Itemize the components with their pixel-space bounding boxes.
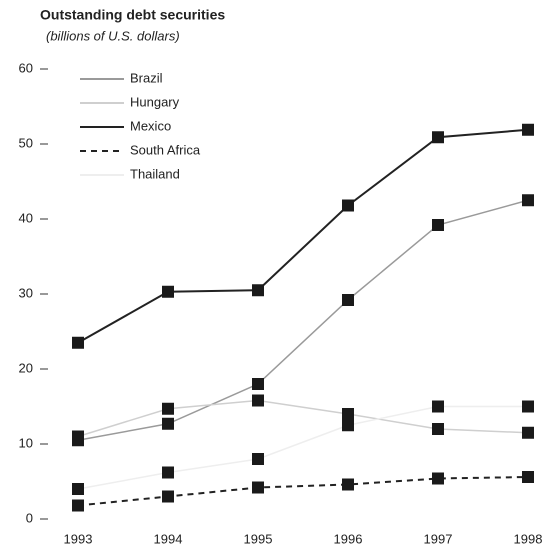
marker — [432, 131, 444, 144]
chart-title: Outstanding debt securities — [40, 7, 225, 23]
marker — [342, 478, 354, 491]
series-line — [77, 476, 529, 507]
marker — [252, 284, 264, 297]
marker — [342, 199, 354, 212]
marker — [252, 378, 264, 390]
y-tick-label: 0 — [26, 510, 33, 525]
marker — [162, 285, 174, 298]
x-tick-label: 1997 — [424, 531, 453, 546]
marker — [252, 394, 264, 407]
marker — [522, 400, 534, 413]
series-line — [77, 199, 529, 441]
marker — [342, 419, 354, 432]
y-tick-label: 60 — [19, 60, 33, 75]
marker — [252, 453, 264, 465]
legend-label: Hungary — [130, 94, 180, 109]
series-line — [77, 128, 529, 344]
marker — [72, 430, 84, 443]
marker — [432, 400, 444, 413]
x-tick-label: 1996 — [334, 531, 363, 546]
x-tick-label: 1998 — [514, 531, 543, 546]
marker — [162, 490, 174, 503]
marker — [342, 408, 354, 420]
y-tick-label: 30 — [19, 285, 33, 300]
marker — [72, 483, 84, 495]
x-tick-label: 1995 — [244, 531, 273, 546]
marker — [522, 426, 534, 439]
marker — [432, 423, 444, 435]
legend-label: Brazil — [130, 70, 163, 85]
series-line — [77, 399, 529, 438]
y-tick-label: 50 — [19, 135, 33, 150]
marker — [162, 466, 174, 479]
chart-subtitle: (billions of U.S. dollars) — [46, 28, 180, 43]
legend-label: Thailand — [130, 166, 180, 181]
marker — [432, 472, 444, 485]
marker — [162, 402, 174, 415]
marker — [72, 499, 84, 512]
y-tick-label: 40 — [19, 210, 33, 225]
marker — [342, 294, 354, 306]
legend-label: South Africa — [130, 142, 201, 157]
marker — [522, 123, 534, 136]
y-tick-label: 10 — [19, 435, 33, 450]
marker — [522, 471, 534, 483]
series-line — [77, 405, 528, 490]
marker — [522, 194, 534, 207]
marker — [252, 481, 264, 494]
x-tick-label: 1993 — [64, 531, 93, 546]
x-tick-label: 1994 — [154, 531, 183, 546]
legend-label: Mexico — [130, 118, 171, 133]
marker — [432, 219, 444, 231]
marker — [72, 336, 84, 349]
marker — [162, 417, 174, 430]
y-tick-label: 20 — [19, 360, 33, 375]
